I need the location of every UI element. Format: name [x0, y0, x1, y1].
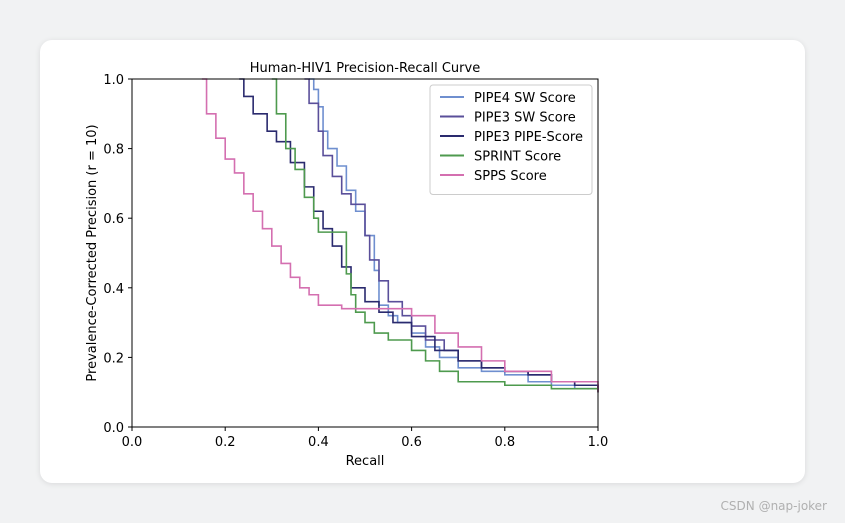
series-line-3 — [271, 78, 599, 393]
chart-title: Human-HIV1 Precision-Recall Curve — [250, 61, 480, 76]
legend-label-4: SPPS Score — [474, 169, 547, 184]
legend-box — [429, 84, 593, 195]
series-line-0 — [309, 78, 599, 393]
legend-label-0: PIPE4 SW Score — [474, 91, 576, 106]
y-tick-label-1: 0.2 — [103, 351, 124, 366]
y-axis-title: Prevalence-Corrected Precision (r = 10) — [85, 124, 100, 381]
y-tick-label-4: 0.8 — [103, 143, 124, 158]
watermark-text: CSDN @nap-joker — [720, 499, 827, 513]
series-line-4 — [201, 78, 599, 393]
y-tick-label-0: 0.0 — [103, 421, 124, 436]
y-tick-label-5: 1.0 — [103, 73, 124, 88]
x-axis-title: Recall — [346, 454, 385, 469]
x-tick-label-1: 0.2 — [215, 435, 236, 450]
legend-label-2: PIPE3 PIPE-Score — [474, 130, 583, 145]
x-tick-label-2: 0.4 — [308, 435, 329, 450]
y-tick-label-2: 0.4 — [103, 282, 124, 297]
plot-frame — [131, 78, 599, 428]
x-tick-label-0: 0.0 — [122, 435, 143, 450]
figure-card — [40, 40, 805, 483]
x-tick-label-4: 0.8 — [494, 435, 515, 450]
x-tick-label-5: 1.0 — [588, 435, 609, 450]
legend-label-3: SPRINT Score — [474, 150, 561, 165]
x-tick-label-3: 0.6 — [401, 435, 422, 450]
legend-label-1: PIPE3 SW Score — [474, 111, 576, 126]
y-tick-label-3: 0.6 — [103, 212, 124, 227]
